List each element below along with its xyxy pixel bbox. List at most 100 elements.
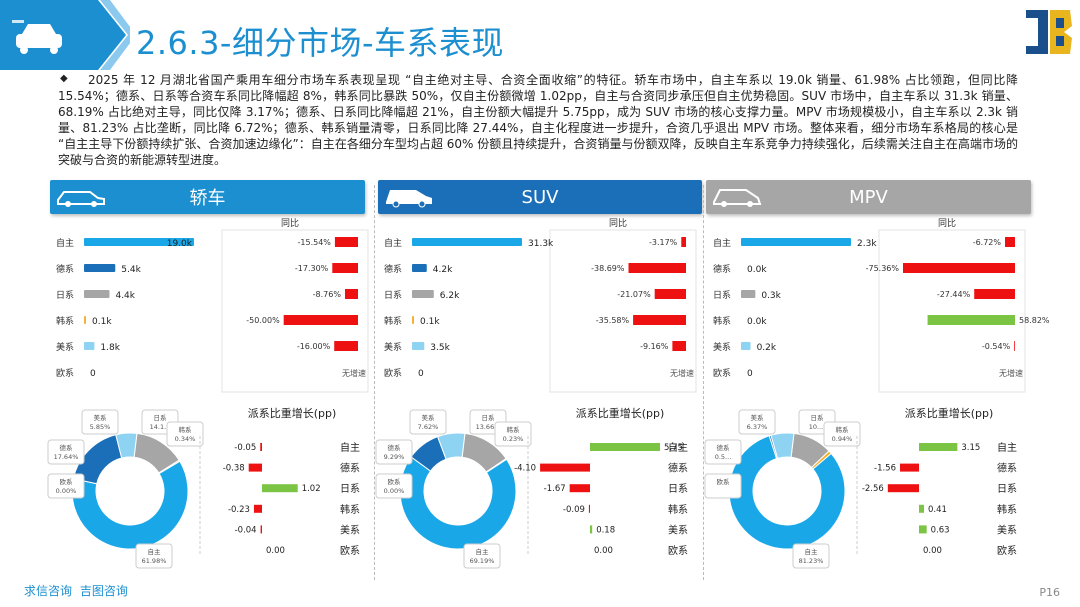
share-chart-title: 派系比重增长(pp): [576, 406, 665, 420]
yoy-label: -27.44%: [937, 290, 971, 299]
share-bar: [588, 504, 590, 513]
pie-callout: [375, 473, 413, 499]
yoy-bar: [672, 341, 686, 351]
share-label: 0.00: [923, 546, 942, 556]
share-label: -0.05: [234, 443, 256, 453]
sales-label: 0.1k: [420, 317, 440, 327]
yoy-bar: [903, 263, 1015, 273]
share-label: 3.15: [961, 443, 980, 453]
yoy-bar: [633, 315, 686, 325]
yoy-bar: [334, 341, 358, 351]
share-category-label: 欧系: [340, 545, 360, 557]
share-label: 0.00: [594, 546, 613, 556]
pie-callout-name: 自主: [476, 547, 490, 556]
suv-icon: [386, 190, 432, 208]
pie-callout-value: 0.00%: [384, 487, 405, 495]
share-bar: [260, 443, 262, 451]
yoy-frame: [221, 229, 369, 393]
share-category-label: 德系: [340, 462, 360, 475]
share-category-label: 韩系: [340, 503, 360, 516]
footer-link-jitu[interactable]: 吉图咨询: [79, 584, 128, 598]
sales-bar: [84, 290, 110, 298]
pie-callout-value: 10....: [809, 423, 826, 431]
sales-bar: [412, 316, 414, 324]
pie-callout-value: 81.23%: [799, 557, 824, 565]
yoy-label: -0.54%: [982, 342, 1011, 351]
sales-label: 0.2k: [757, 343, 777, 353]
sales-bar: [412, 342, 425, 350]
pie-callout-name: 德系: [388, 443, 402, 452]
sales-label: 2.3k: [857, 239, 877, 249]
brand-logo-icon: [1026, 10, 1072, 54]
header-decoration: [0, 0, 130, 70]
yoy-label: -21.07%: [617, 290, 651, 299]
share-label: 0.18: [596, 525, 615, 535]
yoy-label: -8.76%: [313, 290, 342, 299]
pie-callout-name: 美系: [94, 413, 108, 422]
category-label: 自主: [56, 237, 74, 249]
pie-callout-value: 61.98%: [142, 557, 167, 565]
share-bar: [569, 484, 590, 493]
pie-callout-value: 0.5...: [715, 453, 732, 461]
panel-title-suv: SUV: [521, 186, 559, 208]
share-label: -1.67: [544, 484, 566, 494]
share-category-label: 德系: [997, 462, 1017, 475]
pie-callout-value: 9.29%: [384, 453, 405, 461]
share-category-label: 自主: [340, 441, 360, 454]
pie-callout: [166, 421, 204, 447]
yoy-header: 同比: [938, 217, 956, 229]
pie-callout: [494, 421, 532, 447]
footer-link-qiuxin[interactable]: 求信咨询: [24, 584, 73, 598]
share-label: -1.56: [874, 464, 896, 474]
category-label: 日系: [713, 290, 731, 301]
summary-text: 2025 年 12 月湖北省国产乘用车细分市场车系表现呈现 “自主绝对主导、合资…: [58, 73, 1018, 167]
category-label: 欧系: [56, 367, 74, 379]
share-bar: [919, 443, 958, 451]
yoy-bar: [332, 263, 358, 273]
share-label: -0.09: [563, 505, 585, 515]
panel-divider: [374, 185, 375, 580]
category-label: 德系: [384, 263, 402, 275]
category-label: 韩系: [713, 315, 731, 327]
category-label: 日系: [56, 290, 74, 301]
yoy-label: -75.36%: [866, 264, 900, 273]
pie-callout-value: 5.85%: [90, 423, 111, 431]
category-label: 韩系: [384, 315, 402, 327]
share-category-label: 美系: [340, 523, 360, 536]
share-bar: [900, 463, 919, 472]
yoy-label: -9.16%: [640, 342, 669, 351]
panel-divider: [703, 185, 704, 580]
sales-bar: [741, 342, 751, 350]
pie-callout: [738, 409, 776, 435]
pie-callout-value: 0.00%: [56, 487, 77, 495]
pie-callout-name: 自主: [148, 547, 162, 556]
share-bar: [590, 443, 660, 451]
share-chart-title: 派系比重增长(pp): [248, 406, 337, 420]
sales-bar: [412, 238, 522, 246]
share-label: 5.75: [664, 443, 683, 453]
share-label: -4.10: [514, 464, 536, 474]
sales-label: 3.5k: [430, 343, 450, 353]
yoy-label: -50.00%: [246, 316, 280, 325]
pie-callout-name: 韩系: [836, 425, 850, 434]
pie-callout-name: 韩系: [179, 425, 193, 434]
yoy-label: -38.69%: [591, 264, 625, 273]
sales-label: 0.0k: [747, 265, 767, 275]
sales-label: 6.2k: [440, 291, 460, 301]
share-category-label: 美系: [668, 523, 688, 536]
share-label: 0.41: [928, 505, 947, 515]
share-label: -0.38: [223, 464, 245, 474]
pie-callout-name: 欧系: [388, 477, 402, 486]
panel-title-mpv: MPV: [849, 186, 888, 208]
yoy-bar: [1014, 341, 1015, 351]
pie-callout-name: 自主: [805, 547, 819, 556]
sales-label: 0: [90, 369, 96, 379]
pie-callout-name: 欧系: [717, 477, 731, 486]
share-label: -0.23: [228, 505, 250, 515]
share-bar: [253, 504, 262, 513]
share-chart-title: 派系比重增长(pp): [905, 406, 994, 420]
share-bar: [540, 463, 590, 472]
sales-label: 4.2k: [433, 265, 453, 275]
